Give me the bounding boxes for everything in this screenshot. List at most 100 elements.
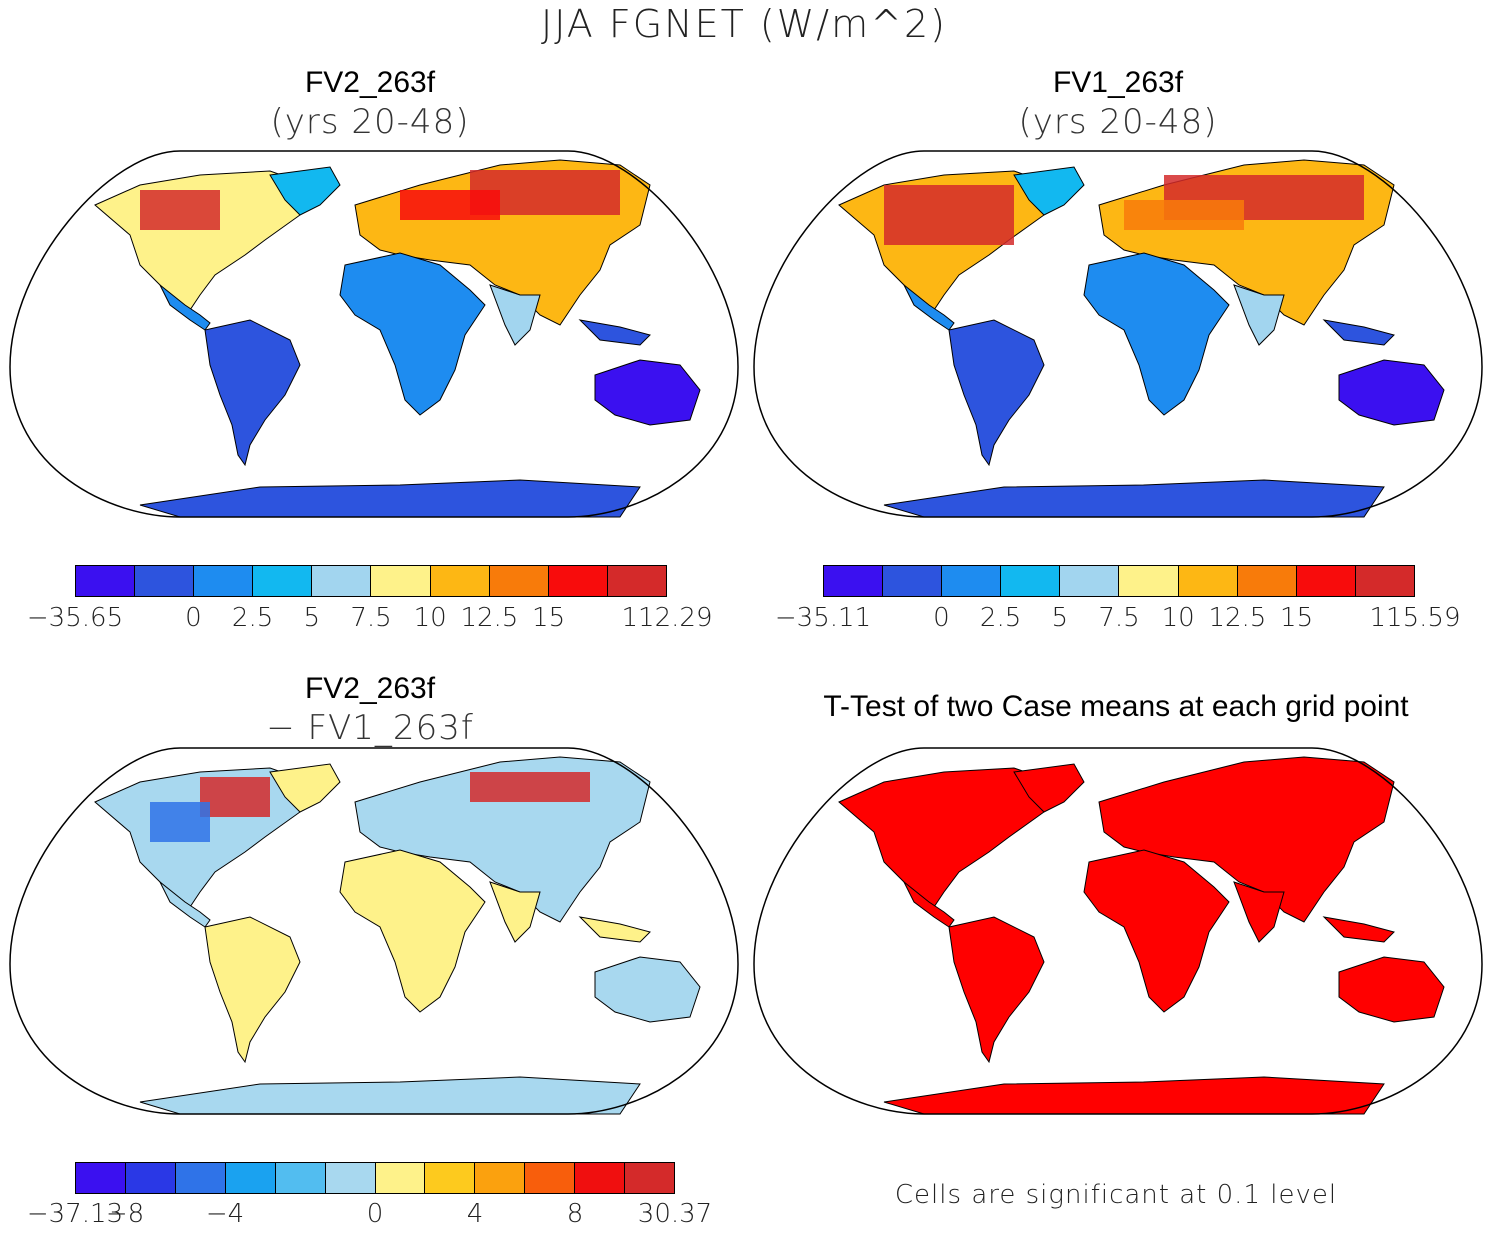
south-america-landmass [948,916,1045,1064]
colorbar-tick-label: 5 [1051,603,1069,633]
colorbar-swatch [76,566,136,596]
colorbar-swatch [253,566,313,596]
panel3-colorbar [75,1162,675,1194]
maritime-landmass [578,916,651,943]
panel1-subtitle: (yrs 20-48) [270,102,470,142]
antarctica-landmass [883,1076,1385,1115]
colorbar-tick-label: −37.13 [26,1199,124,1229]
panel1-title: FV2_263f [304,66,436,99]
south-america-landmass [204,916,301,1064]
panel2-subtitle: (yrs 20-48) [1018,102,1218,142]
colorbar-swatch [1178,566,1238,596]
map-outline [9,150,739,518]
map-outline [9,747,739,1115]
greenland-landmass [1013,166,1085,216]
colorbar-swatch [312,566,372,596]
colorbar-swatch [525,1163,576,1193]
panel2-colorbar [823,565,1415,597]
anomaly-region [884,185,1014,245]
colorbar-tick-label: 0 [366,1199,384,1229]
antarctica-landmass [883,479,1385,518]
maritime-landmass [1322,916,1395,943]
colorbar-swatch [942,566,1002,596]
figure-title: JJA FGNET (W/m^2) [541,2,947,46]
colorbar-swatch [325,1163,376,1193]
colorbar-swatch [430,566,490,596]
greenland-landmass [269,763,341,813]
panel3-map [9,747,739,1115]
panel2-colorbar-ticks: −35.11 0 2.5 5 7.5 10 12.5 15 115.59 [775,603,1461,637]
greenland-landmass [269,166,341,216]
colorbar-swatch [475,1163,526,1193]
map-outline [753,150,1483,518]
anomaly-region [400,190,500,220]
australia-landmass [594,956,701,1023]
colorbar-tick-label: 30.37 [637,1199,713,1229]
africa-landmass [339,252,486,416]
india-landmass [1233,881,1285,943]
colorbar-tick-label: 2.5 [979,603,1022,633]
colorbar-tick-label: 12.5 [460,603,519,633]
colorbar-swatch [883,566,943,596]
antarctica-landmass [139,1076,641,1115]
africa-landmass [1083,849,1230,1013]
anomaly-region [140,190,220,230]
central-america-landmass [159,881,211,928]
central-america-landmass [903,284,955,331]
colorbar-tick-label: 7.5 [350,603,392,633]
panel1-colorbar-ticks: −35.65 0 2.5 5 7.5 10 12.5 15 112.29 [27,603,713,637]
colorbar-swatch [371,566,431,596]
colorbar-tick-label: 115.59 [1369,603,1461,633]
panel4-title: T-Test of two Case means at each grid po… [823,690,1409,723]
colorbar-swatch [225,1163,276,1193]
colorbar-swatch [1355,566,1414,596]
colorbar-swatch [135,566,195,596]
anomaly-region [200,777,270,817]
colorbar-tick-label: −4 [205,1199,245,1229]
colorbar-tick-label: 12.5 [1208,603,1267,633]
colorbar-swatch [125,1163,176,1193]
colorbar-swatch [1119,566,1179,596]
colorbar-swatch [575,1163,626,1193]
colorbar-swatch [1237,566,1297,596]
north-america-landmass [838,767,1055,908]
colorbar-swatch [1001,566,1061,596]
greenland-landmass [1013,763,1085,813]
colorbar-swatch [425,1163,476,1193]
colorbar-tick-label: 0 [185,603,202,633]
colorbar-tick-label: 5 [303,603,321,633]
anomaly-region [1124,200,1244,230]
colorbar-swatch [1060,566,1120,596]
colorbar-tick-label: 15 [1280,603,1314,633]
africa-landmass [1083,252,1230,416]
colorbar-swatch [175,1163,226,1193]
australia-landmass [594,359,701,426]
central-america-landmass [903,881,955,928]
colorbar-swatch [1296,566,1356,596]
colorbar-swatch [76,1163,126,1193]
colorbar-swatch [625,1163,675,1193]
colorbar-swatch [548,566,608,596]
colorbar-tick-label: −35.11 [774,603,872,633]
colorbar-swatch [607,566,666,596]
panel2-map-fill [838,159,1445,518]
colorbar-tick-label: 10 [413,603,447,633]
anomaly-region [470,772,590,802]
australia-landmass [1338,359,1445,426]
panel1-colorbar [75,565,667,597]
maritime-landmass [578,319,651,346]
panel4-map [753,747,1483,1115]
colorbar-swatch [375,1163,426,1193]
maritime-landmass [1322,319,1395,346]
panel3-colorbar-ticks: −37.13 −8 −4 0 4 8 30.37 [27,1199,712,1233]
panel2-map [753,150,1483,518]
colorbar-swatch [824,566,884,596]
colorbar-tick-label: 10 [1161,603,1195,633]
india-landmass [489,881,541,943]
colorbar-swatch [489,566,549,596]
south-america-landmass [204,319,301,467]
anomaly-region [150,802,210,842]
antarctica-landmass [139,479,641,518]
africa-landmass [339,849,486,1013]
india-landmass [489,284,541,346]
